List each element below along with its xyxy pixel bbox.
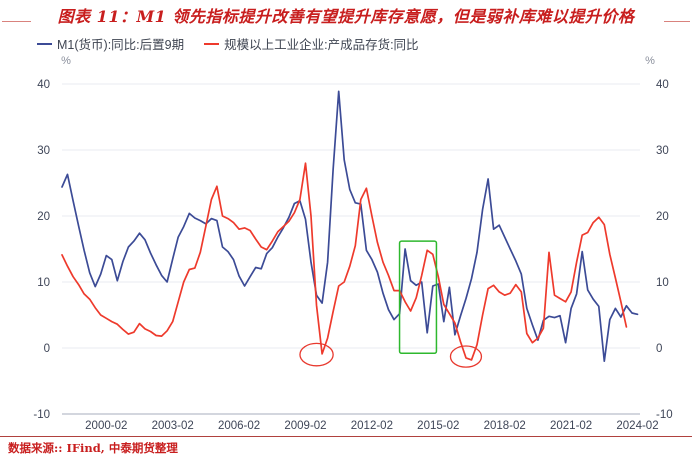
legend: M1(货币):同比:后置9期 规模以上工业企业:产成品存货:同比 xyxy=(37,34,419,53)
footer-divider xyxy=(0,436,692,437)
y-axis-tick-label-left: 0 xyxy=(44,343,50,355)
y-axis-tick-label-right: 30 xyxy=(656,145,669,157)
unit-label-right: % xyxy=(645,55,655,67)
y-axis-tick-label-left: 20 xyxy=(37,211,50,223)
x-axis-tick-label: 2024-02 xyxy=(616,420,658,432)
y-axis-tick-label-right: 20 xyxy=(656,211,669,223)
legend-item-m1: M1(货币):同比:后置9期 xyxy=(37,34,184,53)
annotation-rect xyxy=(398,240,438,355)
x-axis-tick-label: 2000-02 xyxy=(85,420,127,432)
m1-line-swatch-icon xyxy=(37,42,52,45)
legend-item-inventory: 规模以上工业企业:产成品存货:同比 xyxy=(204,34,419,53)
chart-title: 图表 11：M1 领先指标提升改善有望提升库存意愿，但是弱补库难以提升价格 xyxy=(57,7,635,26)
x-axis-tick-label: 2012-02 xyxy=(351,420,393,432)
annotation-ellipse xyxy=(449,345,483,368)
source-note: 数据来源:: IFind, 中泰期货整理 xyxy=(8,441,178,455)
legend-label-m1: M1(货币):同比:后置9期 xyxy=(57,38,185,52)
y-axis-tick-label-right: 40 xyxy=(656,79,669,91)
y-axis-tick-label-right: 0 xyxy=(656,343,662,355)
y-axis-tick-label-right: 10 xyxy=(656,277,669,289)
series-line-m1 xyxy=(61,90,639,363)
y-axis-tick-label-left: 30 xyxy=(37,145,50,157)
y-axis-tick-label-left: 10 xyxy=(37,277,50,289)
title-flank-line-left xyxy=(2,21,31,22)
x-axis-tick-label: 2021-02 xyxy=(550,420,592,432)
title-flank-line-right xyxy=(664,21,690,22)
x-axis-tick-label: 2018-02 xyxy=(484,420,526,432)
y-axis-tick-label-left: 40 xyxy=(37,79,50,91)
series-line-inventory xyxy=(61,162,628,361)
x-axis-tick-label: 2015-02 xyxy=(417,420,459,432)
title-row: 图表 11：M1 领先指标提升改善有望提升库存意愿，但是弱补库难以提升价格 xyxy=(0,6,692,28)
x-axis-tick-label: 2009-02 xyxy=(284,420,326,432)
unit-label-left: % xyxy=(61,55,71,67)
y-axis-tick-label-left: -10 xyxy=(33,409,50,421)
annotation-ellipse xyxy=(299,342,334,367)
inventory-line-swatch-icon xyxy=(204,42,220,45)
legend-label-inventory: 规模以上工业企业:产成品存货:同比 xyxy=(224,38,419,52)
y-axis-tick-label-right: -10 xyxy=(656,409,673,421)
x-axis-tick-label: 2003-02 xyxy=(152,420,194,432)
x-axis-tick-label: 2006-02 xyxy=(218,420,260,432)
